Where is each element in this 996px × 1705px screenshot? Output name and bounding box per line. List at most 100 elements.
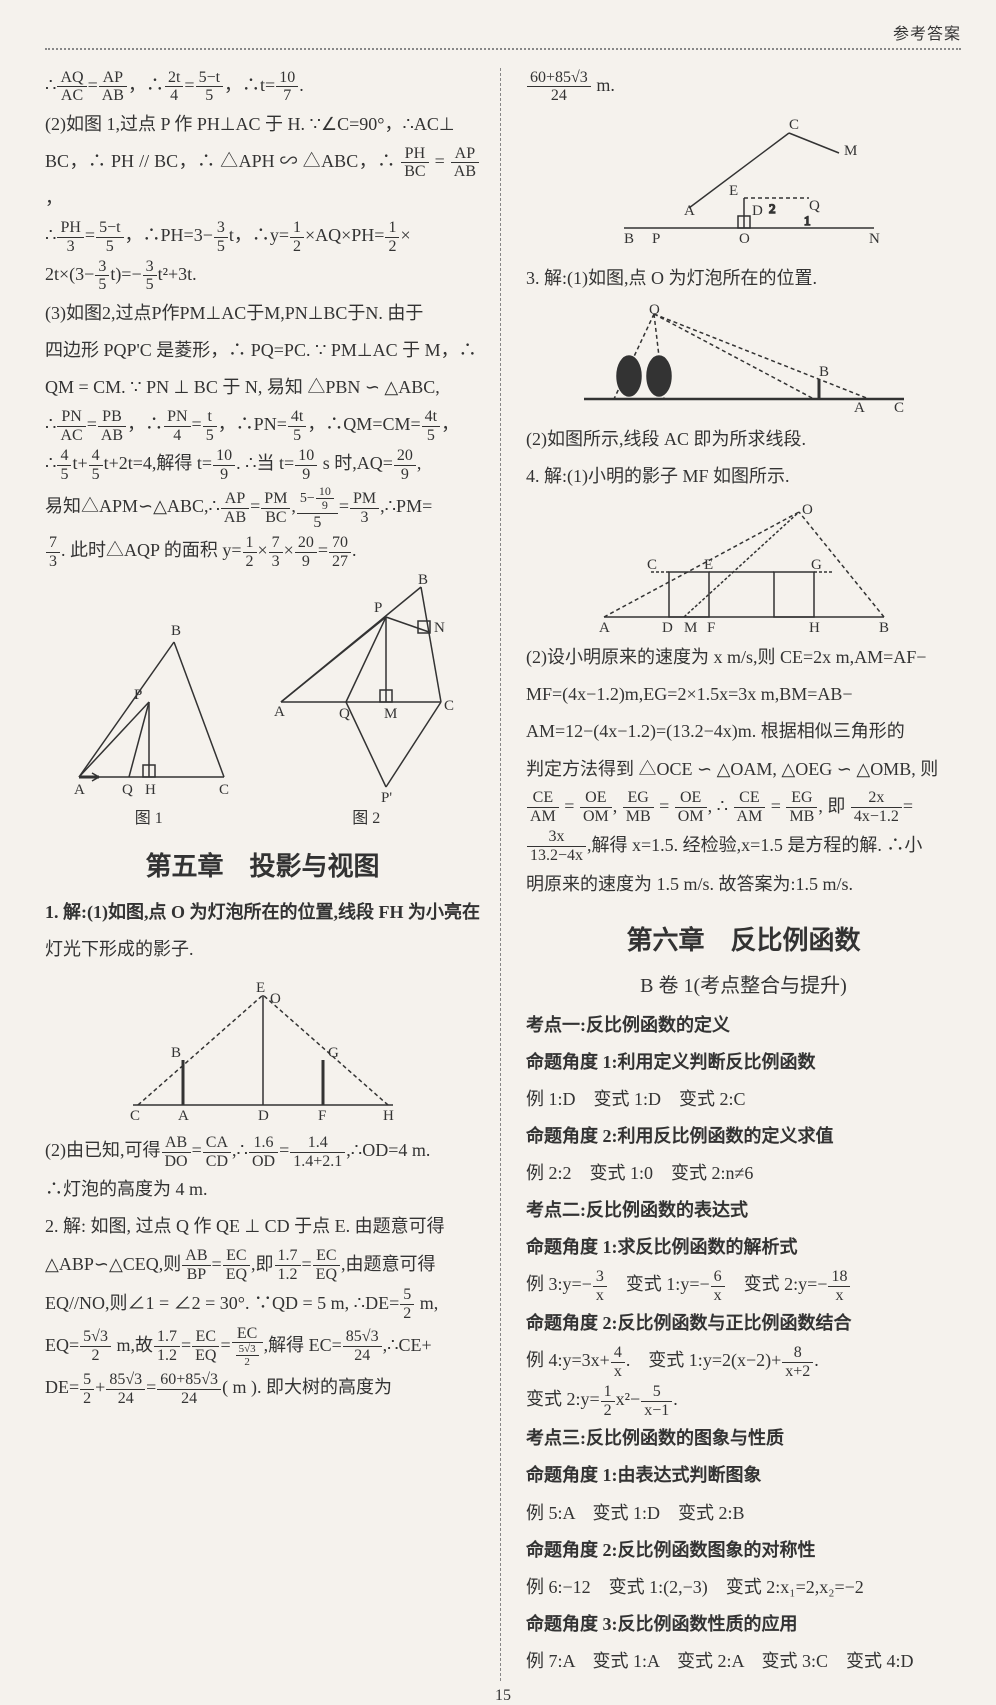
svg-text:P: P xyxy=(134,687,142,703)
line: 变式 2:y=12x²−5x−1. xyxy=(526,1382,961,1419)
svg-text:M: M xyxy=(844,143,857,159)
svg-text:C: C xyxy=(444,698,454,714)
svg-text:B: B xyxy=(624,231,634,247)
line: 灯光下形成的影子. xyxy=(45,932,480,967)
svg-text:Q: Q xyxy=(339,706,350,722)
svg-text:B: B xyxy=(819,364,829,380)
svg-text:A: A xyxy=(178,1108,189,1124)
svg-text:F: F xyxy=(707,620,715,632)
left-column: ∴AQAC=APAB，∴2t4=5−t5，∴t=107. (2)如图 1,过点 … xyxy=(45,68,501,1681)
svg-text:A: A xyxy=(854,400,865,414)
svg-text:D: D xyxy=(662,620,673,632)
svg-text:D: D xyxy=(752,203,763,219)
line: 60+85√324 m. xyxy=(526,68,961,105)
line: 例 7:A 变式 1:A 变式 2:A 变式 3:C 变式 4:D xyxy=(526,1644,961,1679)
line: 考点二:反比例函数的表达式 xyxy=(526,1193,961,1228)
line: CEAM = OEOM, EGMB = OEOM, ∴ CEAM = EGMB,… xyxy=(526,789,961,826)
line: 命题角度 2:反比例函数图象的对称性 xyxy=(526,1533,961,1568)
line: 命题角度 2:反比例函数与正比例函数结合 xyxy=(526,1306,961,1341)
line: ∴AQAC=APAB，∴2t4=5−t5，∴t=107. xyxy=(45,68,480,105)
line: (2)如图 1,过点 P 作 PH⊥AC 于 H. ∵∠C=90°，∴AC⊥ xyxy=(45,107,480,142)
line: 易知△APM∽△ABC,∴APAB=PMBC,5−1095=PM3,∴PM= xyxy=(45,485,480,531)
svg-text:E: E xyxy=(704,557,713,573)
svg-text:F: F xyxy=(318,1108,326,1124)
svg-text:A: A xyxy=(274,704,285,720)
line: ∴灯泡的高度为 4 m. xyxy=(45,1172,480,1207)
svg-text:N: N xyxy=(869,231,880,247)
line: 2. 解: 如图, 过点 Q 作 QE ⊥ CD 于点 E. 由题意可得 xyxy=(45,1209,480,1244)
svg-text:M: M xyxy=(684,620,697,632)
line: 例 5:A 变式 1:D 变式 2:B xyxy=(526,1496,961,1531)
svg-text:Q: Q xyxy=(122,782,133,798)
line: 73. 此时△AQP 的面积 y=12×73×209=7027. xyxy=(45,533,480,570)
line: 3x13.2−4x,解得 x=1.5. 经检验,x=1.5 是方程的解. ∴小 xyxy=(526,828,961,865)
line: EQ//NO,则∠1 = ∠2 = 30°. ∵QD = 5 m, ∴DE=52… xyxy=(45,1286,480,1323)
figure-3: C A B D E O F G H xyxy=(45,975,480,1125)
figure-caption: 图 2 xyxy=(266,804,466,828)
line: (2)由已知,可得ABDO=CACD,∴1.6OD=1.41.4+2.1,∴OD… xyxy=(45,1133,480,1170)
svg-text:Q: Q xyxy=(809,198,820,214)
svg-text:C: C xyxy=(789,117,799,133)
line: ∴PNAC=PBAB，∴PN4=t5，∴PN=4t5，∴QM=CM=4t5， xyxy=(45,407,480,444)
figure-caption: 图 1 xyxy=(59,804,239,828)
line: EQ=5√32 m,故1.71.2=ECEQ=EC5√32,解得 EC=85√3… xyxy=(45,1325,480,1369)
svg-text:M: M xyxy=(384,706,397,722)
svg-text:G: G xyxy=(328,1045,339,1061)
line: 命题角度 1:由表达式判断图象 xyxy=(526,1458,961,1493)
figure-row: A Q H C B P 图 1 A Q M C B P N P' 图 2 xyxy=(45,572,480,828)
line: 考点一:反比例函数的定义 xyxy=(526,1008,961,1043)
line: DE=52+85√324=60+85√324( m ). 即大树的高度为 xyxy=(45,1370,480,1407)
line: (3)如图2,过点P作PM⊥AC于M,PN⊥BC于N. 由于 xyxy=(45,296,480,331)
line: (2)设小明原来的速度为 x m/s,则 CE=2x m,AM=AF− xyxy=(526,640,961,675)
svg-text:P: P xyxy=(374,600,382,616)
svg-text:E: E xyxy=(256,980,265,996)
svg-text:C: C xyxy=(647,557,657,573)
line: MF=(4x−1.2)m,EG=2×1.5x=3x m,BM=AB− xyxy=(526,677,961,712)
page-header: 参考答案 xyxy=(45,20,961,50)
line: 3. 解:(1)如图,点 O 为灯泡所在的位置. xyxy=(526,261,961,296)
svg-text:A: A xyxy=(74,782,85,798)
line: ∴PH3=5−t5，∴PH=3−35t，∴y=12×AQ×PH=12× xyxy=(45,218,480,255)
svg-text:O: O xyxy=(649,304,660,318)
svg-text:2: 2 xyxy=(769,201,776,216)
line: 命题角度 1:求反比例函数的解析式 xyxy=(526,1230,961,1265)
line: 命题角度 2:利用反比例函数的定义求值 xyxy=(526,1119,961,1154)
line: 例 4:y=3x+4x. 变式 1:y=2(x−2)+8x+2. xyxy=(526,1343,961,1380)
svg-text:P: P xyxy=(652,231,660,247)
line: 例 2:2 变式 1:0 变式 2:n≠6 xyxy=(526,1156,961,1191)
figure-r3: A D M F C E G H B O xyxy=(526,502,961,632)
svg-text:A: A xyxy=(599,620,610,632)
svg-text:O: O xyxy=(802,502,813,518)
line: AM=12−(4x−1.2)=(13.2−4x)m. 根据相似三角形的 xyxy=(526,714,961,749)
svg-text:A: A xyxy=(684,203,695,219)
svg-text:B: B xyxy=(171,1045,181,1061)
svg-text:B: B xyxy=(418,572,428,588)
columns: ∴AQAC=APAB，∴2t4=5−t5，∴t=107. (2)如图 1,过点 … xyxy=(45,68,961,1681)
line: 2t×(3−35t)=−35t²+3t. xyxy=(45,257,480,294)
line: QM = CM. ∵ PN ⊥ BC 于 N, 易知 △PBN ∽ △ABC, xyxy=(45,370,480,405)
svg-text:E: E xyxy=(729,183,738,199)
line: BC，∴ PH // BC，∴ △APH ∽ △ABC，∴ PHBC = APA… xyxy=(45,144,480,216)
line: △ABP∽△CEQ,则ABBP=ECEQ,即1.71.2=ECEQ,由题意可得 xyxy=(45,1247,480,1284)
line: 例 1:D 变式 1:D 变式 2:C xyxy=(526,1082,961,1117)
line: 判定方法得到 △OCE ∽ △OAM, △OEG ∽ △OMB, 则 xyxy=(526,752,961,787)
svg-text:C: C xyxy=(219,782,229,798)
figure-1: A Q H C B P xyxy=(59,597,239,802)
line: 明原来的速度为 1.5 m/s. 故答案为:1.5 m/s. xyxy=(526,867,961,902)
line: (2)如图所示,线段 AC 即为所求线段. xyxy=(526,422,961,457)
line: 1. 解:(1)如图,点 O 为灯泡所在的位置,线段 FH 为小亮在 xyxy=(45,895,480,930)
subtitle: B 卷 1(考点整合与提升) xyxy=(526,969,961,998)
svg-text:G: G xyxy=(811,557,822,573)
svg-text:N: N xyxy=(434,620,445,636)
page-number: 15 xyxy=(45,1687,961,1705)
svg-text:C: C xyxy=(894,400,904,414)
svg-text:O: O xyxy=(739,231,750,247)
chapter-5-title: 第五章 投影与视图 xyxy=(45,846,480,883)
svg-text:H: H xyxy=(809,620,820,632)
line: 4. 解:(1)小明的影子 MF 如图所示. xyxy=(526,459,961,494)
svg-text:C: C xyxy=(130,1108,140,1124)
figure-r2: O A B C xyxy=(526,304,961,414)
svg-text:1: 1 xyxy=(804,213,811,228)
line: 考点三:反比例函数的图象与性质 xyxy=(526,1421,961,1456)
svg-text:H: H xyxy=(383,1108,394,1124)
